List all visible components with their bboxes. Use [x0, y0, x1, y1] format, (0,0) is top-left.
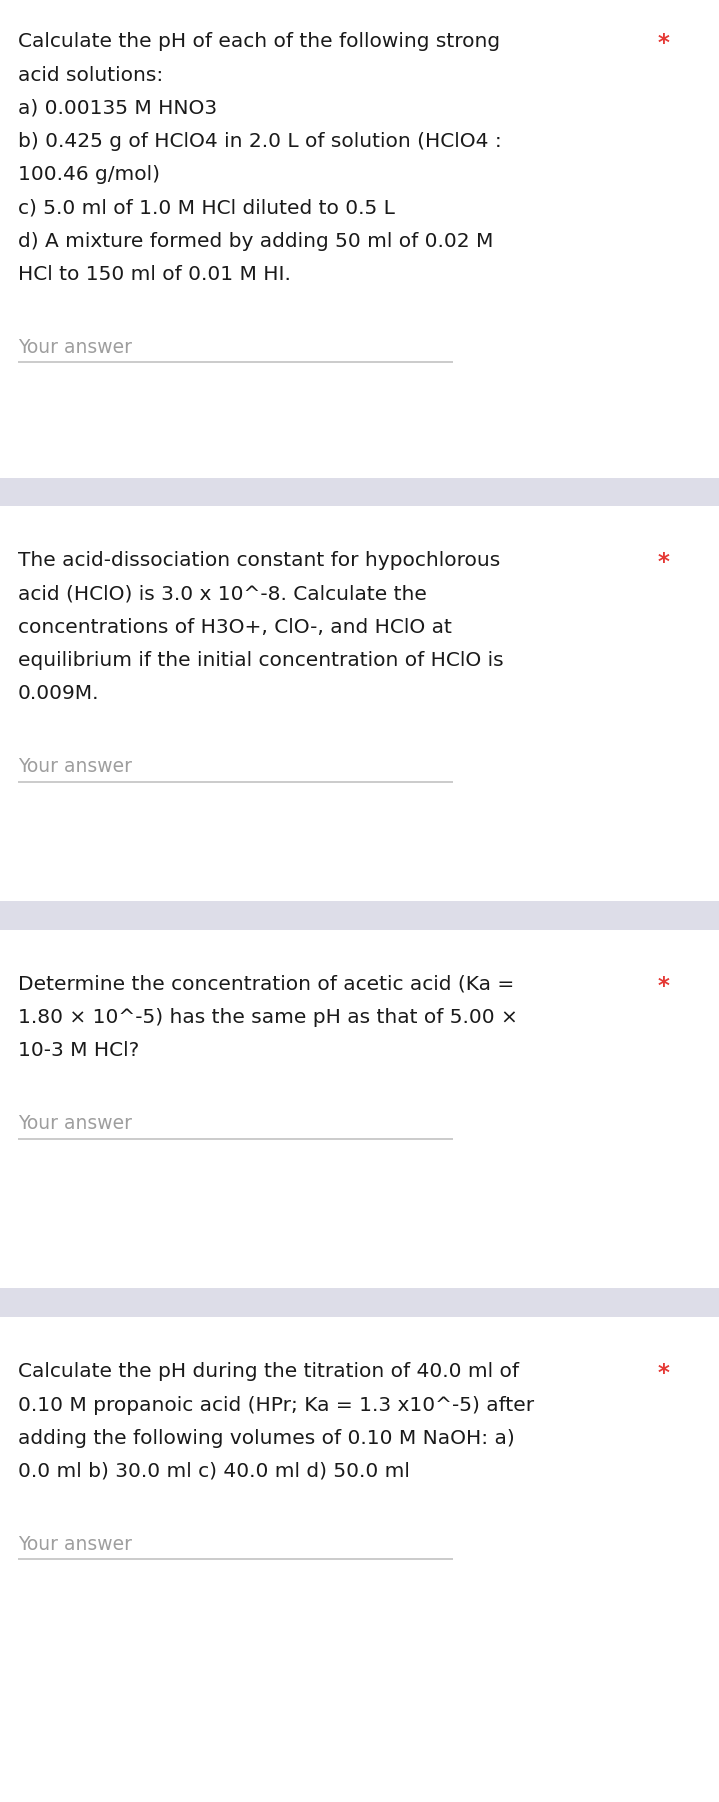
Text: concentrations of H3O+, ClO-, and HClO at: concentrations of H3O+, ClO-, and HClO a… — [18, 618, 452, 636]
Text: The acid-dissociation constant for hypochlorous: The acid-dissociation constant for hypoc… — [18, 551, 500, 571]
Bar — [0, 478, 719, 506]
Text: 1.80 × 10^-5) has the same pH as that of 5.00 ×: 1.80 × 10^-5) has the same pH as that of… — [18, 1007, 518, 1027]
Text: 10-3 M HCl?: 10-3 M HCl? — [18, 1042, 139, 1060]
Text: 100.46 g/mol): 100.46 g/mol) — [18, 166, 160, 184]
Text: equilibrium if the initial concentration of HClO is: equilibrium if the initial concentration… — [18, 651, 503, 670]
Text: Your answer: Your answer — [18, 1535, 132, 1553]
Text: Your answer: Your answer — [18, 1114, 132, 1133]
Text: *: * — [658, 32, 670, 56]
Text: Calculate the pH during the titration of 40.0 ml of: Calculate the pH during the titration of… — [18, 1362, 519, 1382]
Text: c) 5.0 ml of 1.0 M HCl diluted to 0.5 L: c) 5.0 ml of 1.0 M HCl diluted to 0.5 L — [18, 198, 395, 218]
Text: acid (HClO) is 3.0 x 10^-8. Calculate the: acid (HClO) is 3.0 x 10^-8. Calculate th… — [18, 584, 427, 604]
Text: 0.009M.: 0.009M. — [18, 685, 99, 703]
Text: a) 0.00135 M HNO3: a) 0.00135 M HNO3 — [18, 99, 217, 117]
Text: *: * — [658, 551, 670, 575]
Text: acid solutions:: acid solutions: — [18, 65, 163, 85]
Text: Determine the concentration of acetic acid (Ka =: Determine the concentration of acetic ac… — [18, 975, 514, 995]
Text: HCl to 150 ml of 0.01 M HI.: HCl to 150 ml of 0.01 M HI. — [18, 265, 291, 285]
Text: *: * — [658, 975, 670, 998]
Text: Your answer: Your answer — [18, 757, 132, 777]
Text: adding the following volumes of 0.10 M NaOH: a): adding the following volumes of 0.10 M N… — [18, 1429, 515, 1447]
Text: 0.0 ml b) 30.0 ml c) 40.0 ml d) 50.0 ml: 0.0 ml b) 30.0 ml c) 40.0 ml d) 50.0 ml — [18, 1461, 410, 1481]
Text: Your answer: Your answer — [18, 339, 132, 357]
Text: d) A mixture formed by adding 50 ml of 0.02 M: d) A mixture formed by adding 50 ml of 0… — [18, 232, 493, 250]
Bar — [0, 901, 719, 930]
Text: 0.10 M propanoic acid (HPr; Ka = 1.3 x10^-5) after: 0.10 M propanoic acid (HPr; Ka = 1.3 x10… — [18, 1395, 534, 1415]
Text: Calculate the pH of each of the following strong: Calculate the pH of each of the followin… — [18, 32, 500, 52]
Text: *: * — [658, 1362, 670, 1386]
Text: b) 0.425 g of HClO4 in 2.0 L of solution (HClO4 :: b) 0.425 g of HClO4 in 2.0 L of solution… — [18, 132, 502, 151]
Bar — [0, 1288, 719, 1317]
